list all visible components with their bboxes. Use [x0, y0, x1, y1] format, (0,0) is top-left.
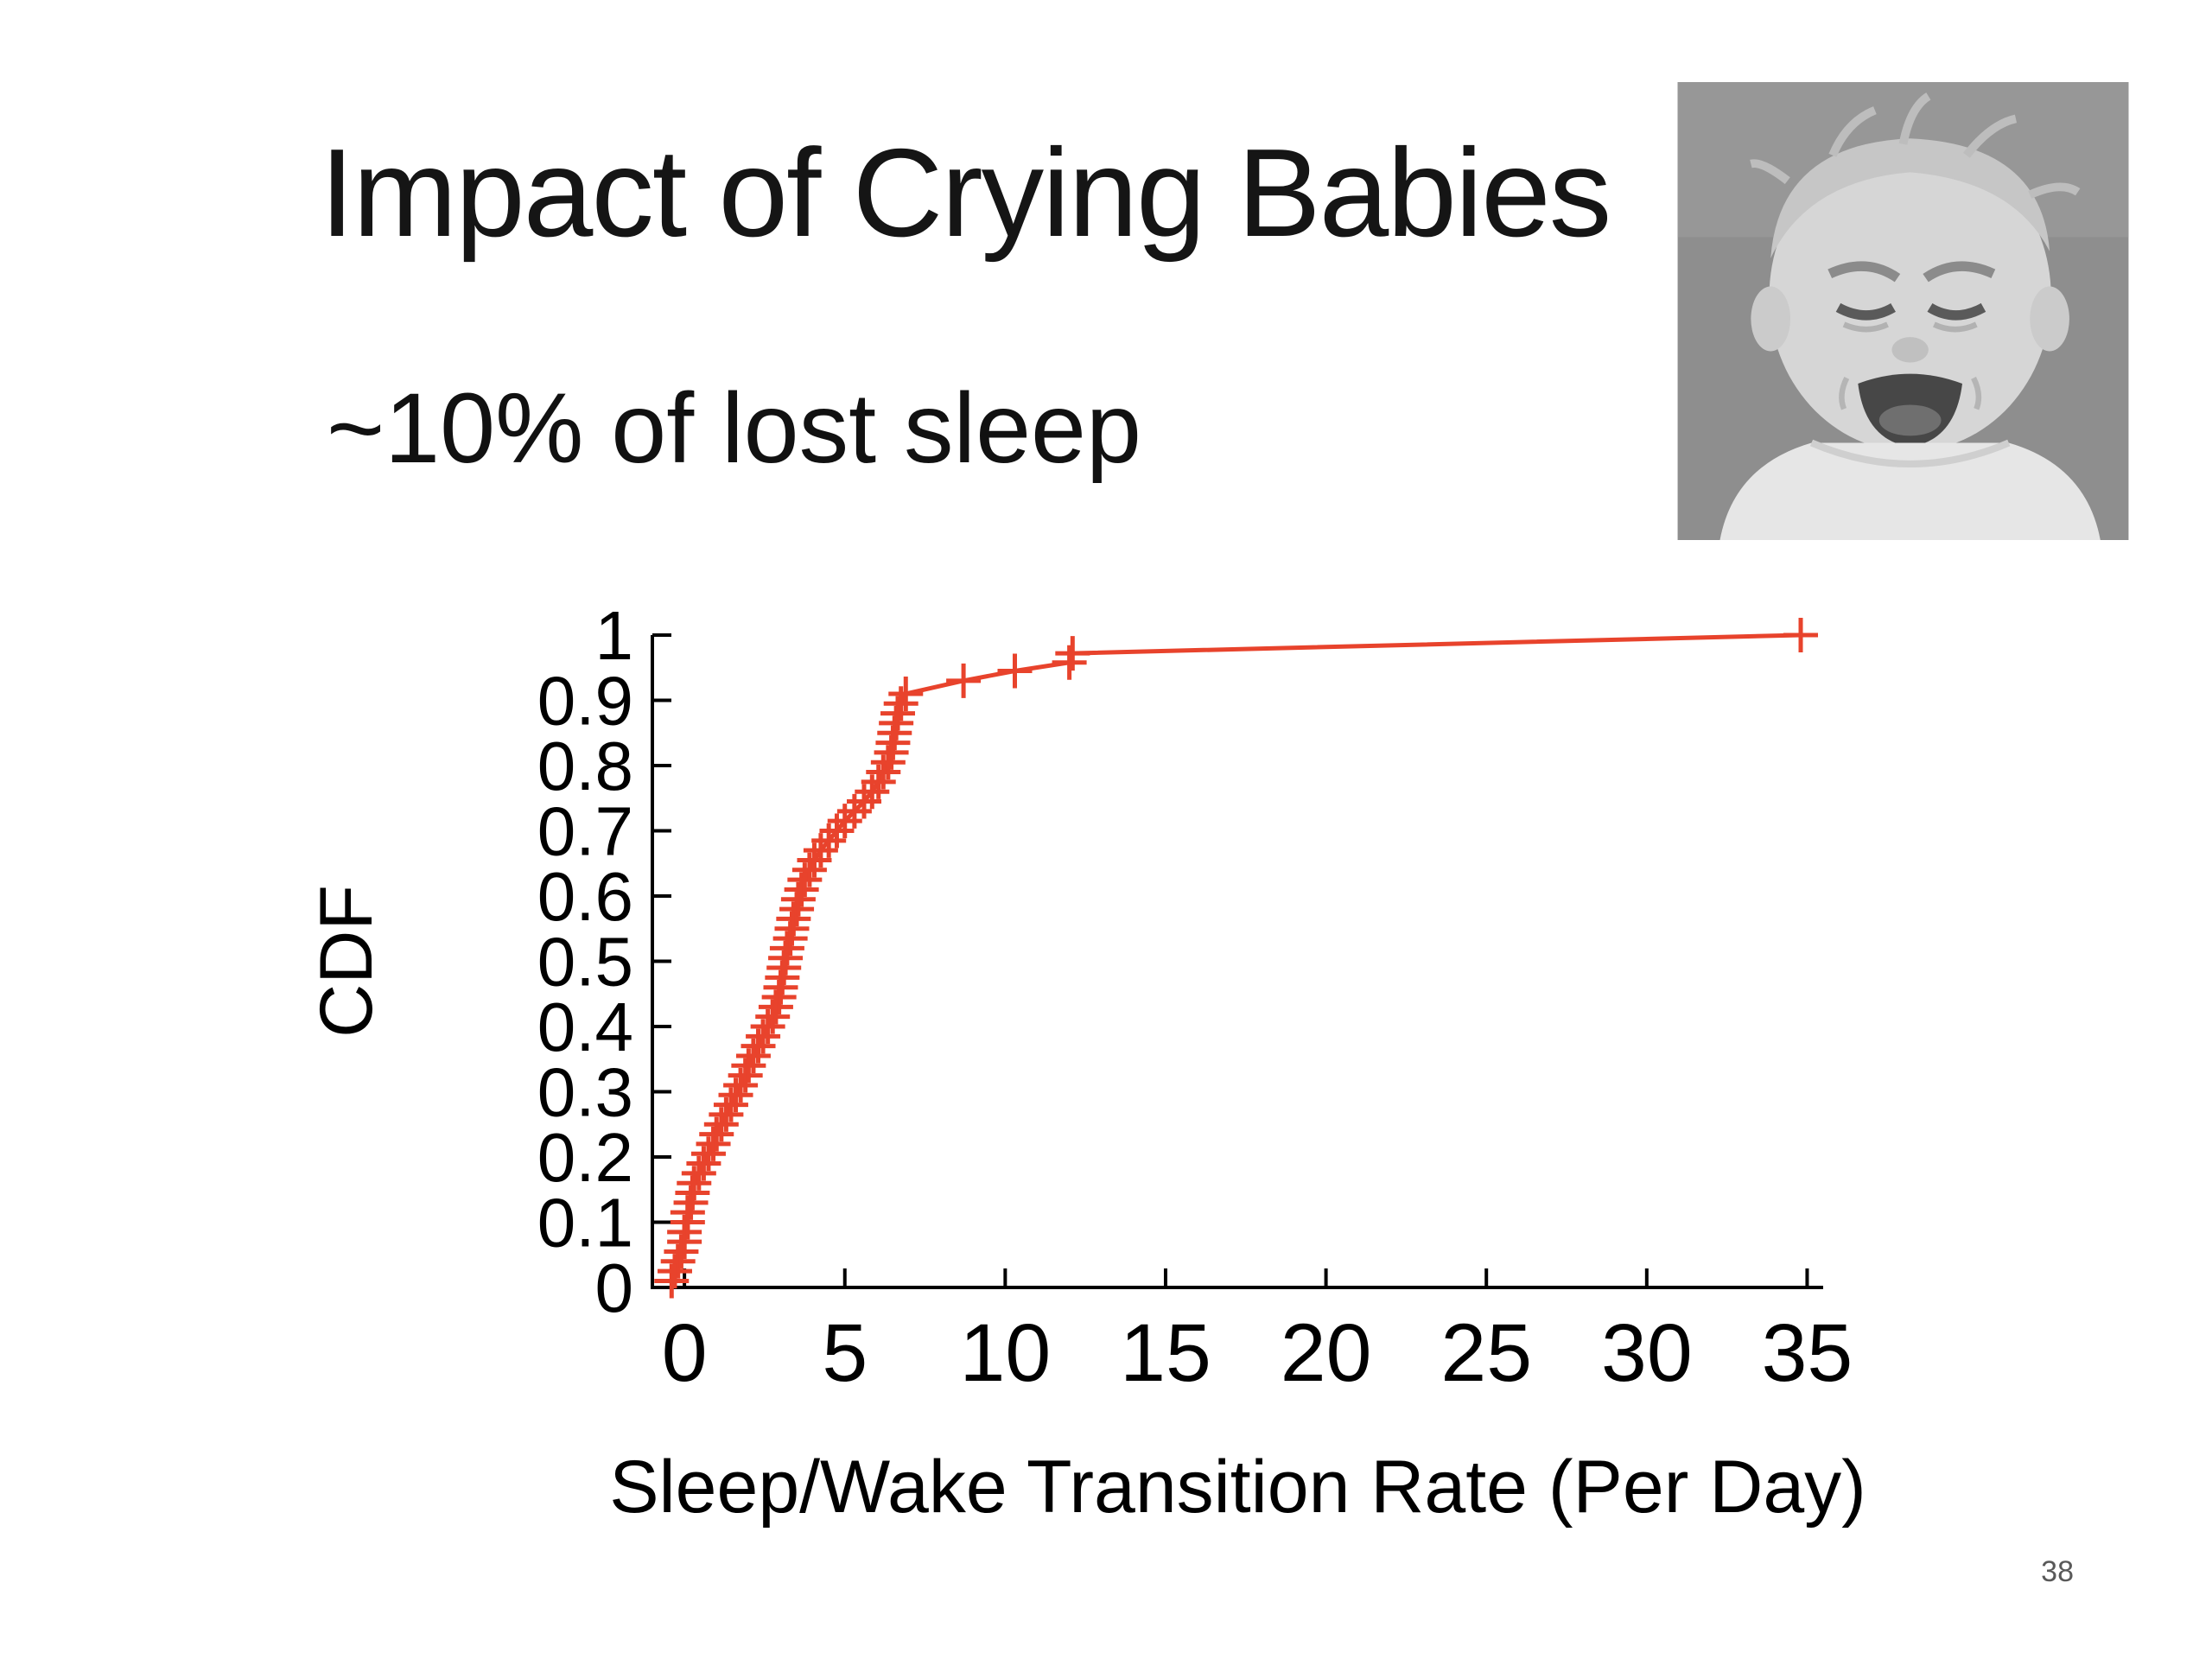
x-tick-label: 15 — [1120, 1307, 1211, 1399]
data-point-marker — [1052, 645, 1087, 680]
data-point-marker — [787, 862, 823, 898]
y-tick-label: 0.6 — [537, 858, 633, 935]
data-point-marker — [681, 1155, 716, 1191]
x-axis-label: Sleep/Wake Transition Rate (Per Day) — [609, 1446, 1866, 1529]
data-point-marker — [888, 676, 924, 711]
data-point-marker — [870, 745, 906, 780]
data-point-marker — [660, 1243, 696, 1279]
data-point-marker — [776, 901, 811, 937]
x-tick-label: 20 — [1281, 1307, 1372, 1399]
y-tick-label: 0.3 — [537, 1054, 633, 1131]
data-point-marker — [1055, 636, 1090, 671]
y-tick-label: 0.2 — [537, 1119, 633, 1196]
x-tick-label: 25 — [1440, 1307, 1532, 1399]
data-point-marker — [664, 1234, 699, 1269]
y-tick-label: 0.5 — [537, 924, 633, 1001]
y-tick-label: 0.8 — [537, 728, 633, 804]
x-tick-label: 35 — [1762, 1307, 1853, 1399]
x-tick-label: 30 — [1601, 1307, 1693, 1399]
y-axis-label: CDF — [305, 885, 388, 1038]
slide-subtitle: ~10% of lost sleep — [327, 373, 1141, 484]
page-number: 38 — [2041, 1555, 2074, 1588]
data-point-marker — [755, 999, 791, 1034]
data-point-marker — [657, 1254, 692, 1289]
y-tick-label: 0.1 — [537, 1185, 633, 1262]
y-tick-label: 0 — [595, 1249, 634, 1326]
y-tick-label: 1 — [595, 597, 634, 674]
x-tick-label: 10 — [960, 1307, 1052, 1399]
data-point-marker — [1783, 618, 1819, 652]
crying-baby-illustration — [1677, 82, 2129, 540]
data-point-marker — [946, 663, 982, 698]
x-tick-label: 0 — [662, 1307, 708, 1399]
data-point-marker — [677, 1166, 712, 1201]
data-point-marker — [997, 653, 1033, 689]
data-point-marker — [670, 1195, 705, 1230]
data-point-marker — [667, 1214, 702, 1249]
y-tick-label: 0.7 — [537, 793, 633, 870]
data-point-marker — [769, 931, 804, 966]
slide-title: Impact of Crying Babies — [320, 123, 1611, 263]
data-point-marker — [880, 696, 915, 731]
data-point-marker — [713, 1087, 748, 1122]
axes — [651, 635, 1823, 1289]
cdf-line — [669, 632, 1802, 1282]
y-tick-label: 0.4 — [537, 988, 633, 1065]
crying-baby-image — [1676, 82, 2130, 540]
y-tick-label: 0.9 — [537, 663, 633, 740]
x-tick-label: 5 — [822, 1307, 868, 1399]
